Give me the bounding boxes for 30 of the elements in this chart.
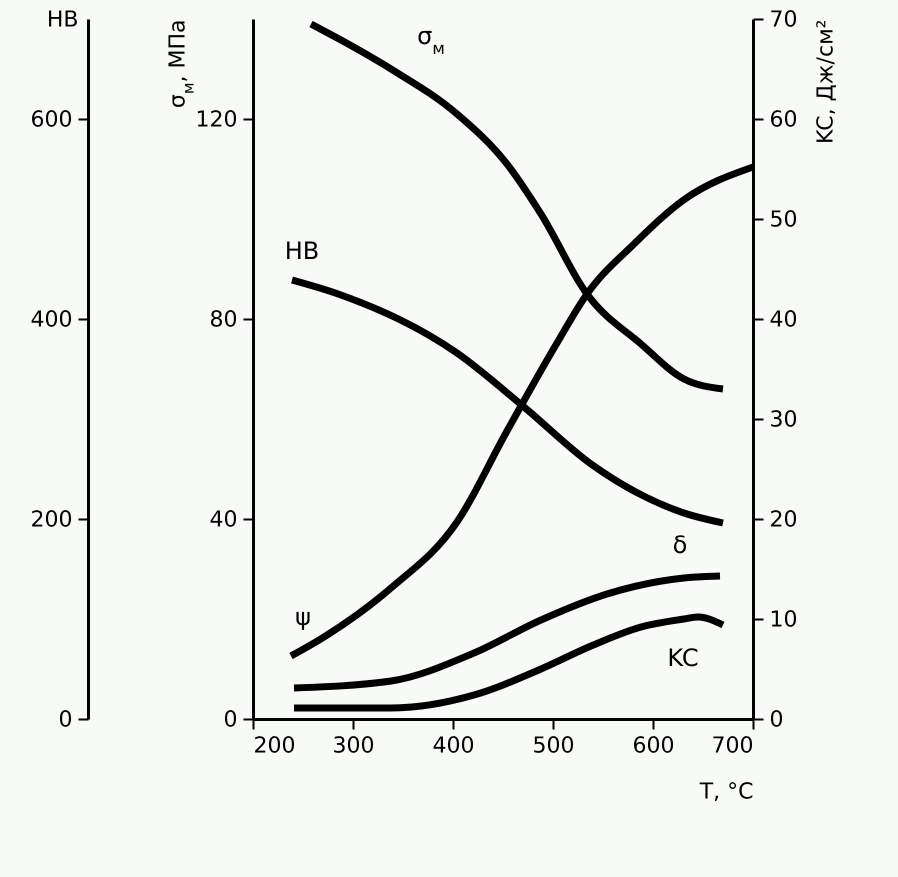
y2-tick-label: 70 [770, 8, 798, 32]
x-tick-label: 600 [632, 734, 674, 758]
series-label: HB [284, 237, 320, 265]
y-tick-label: 0 [224, 708, 238, 732]
y2-axis-title: KC, Дж/см² [813, 20, 838, 144]
series-label: KC [667, 644, 699, 672]
y2-tick-label: 20 [770, 508, 798, 532]
y2-tick-label: 60 [770, 108, 798, 132]
y2-tick-label: 40 [770, 308, 798, 332]
y-tick-label: 40 [210, 508, 238, 532]
x-tick-label: 700 [712, 734, 754, 758]
y2-tick-label: 50 [770, 208, 798, 232]
y-tick-label: 80 [210, 308, 238, 332]
y3-tick-label: 400 [30, 308, 72, 332]
x-tick-label: 300 [332, 734, 374, 758]
y3-tick-label: 200 [30, 508, 72, 532]
y2-tick-label: 10 [770, 608, 798, 632]
series-label: ψ [295, 603, 311, 631]
x-axis-title: T, °C [698, 780, 754, 804]
x-tick-label: 200 [254, 734, 296, 758]
y3-tick-label: 600 [30, 108, 72, 132]
x-tick-label: 500 [532, 734, 574, 758]
x-tick-label: 400 [432, 734, 474, 758]
y2-tick-label: 0 [770, 708, 784, 732]
y2-tick-label: 30 [770, 408, 798, 432]
y-tick-label: 120 [196, 108, 238, 132]
series-label: δ [672, 531, 688, 559]
series-label: σ$_{м}$ [417, 22, 445, 58]
y3-axis-title: HB [46, 8, 78, 32]
y3-tick-label: 0 [58, 708, 72, 732]
